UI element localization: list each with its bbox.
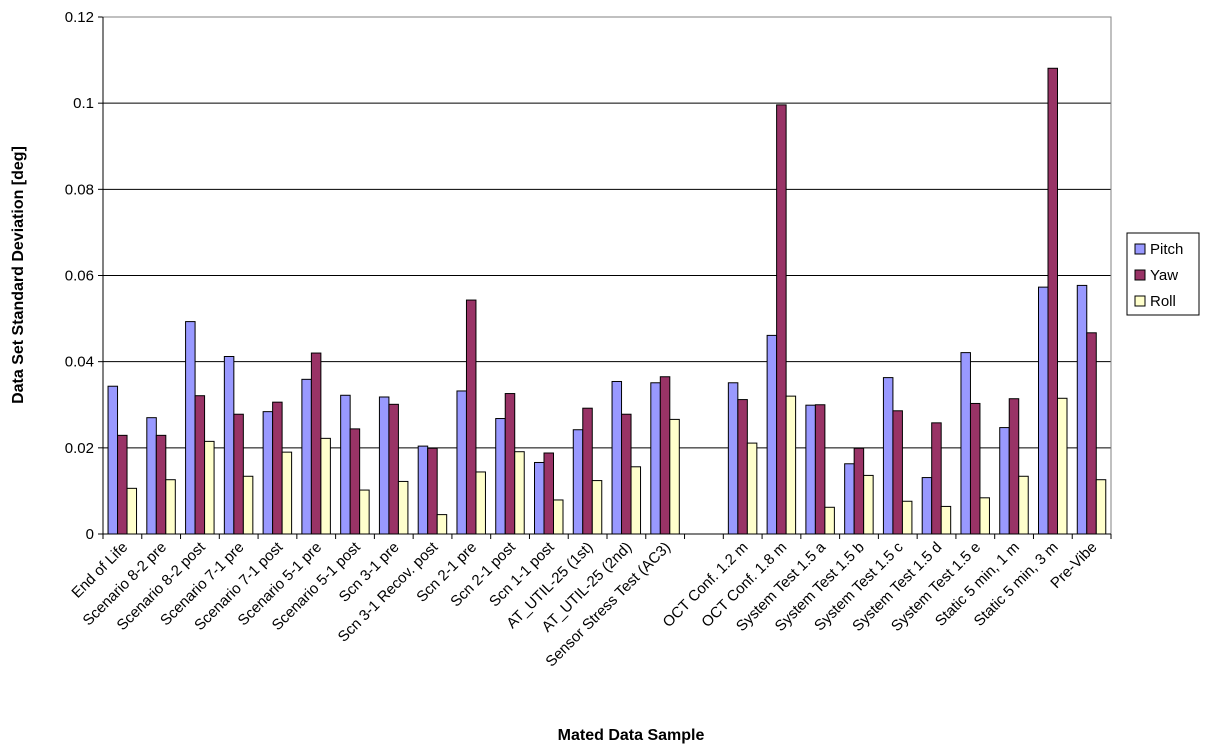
bar-pitch-system-test-1-5-a [805,404,816,535]
bar-yaw-scenario-5-1-post [349,428,361,535]
y-tick-label: 0.1 [73,95,94,112]
bar-roll-scenario-8-2-pre [165,479,176,535]
legend: Pitch Yaw Roll [1126,232,1200,316]
bar-roll-scenario-7-1-post [281,451,293,535]
y-tick-label: 0.12 [65,9,94,26]
bar-pitch-static-5-min-1-m [999,427,1010,535]
bar-pitch-end-of-life [107,385,119,535]
legend-swatch-yaw [1134,269,1146,281]
legend-label-yaw: Yaw [1150,267,1178,284]
bar-roll-system-test-1-5-b [863,474,874,535]
y-tick-label: 0 [86,526,94,543]
legend-label-roll: Roll [1150,293,1176,310]
bar-yaw-at-util-25-2nd [621,413,632,535]
bar-roll-system-test-1-5-c [901,500,913,535]
bar-roll-scn-3-1-pre [397,480,409,535]
bar-pitch-sensor-stress-test-ac3 [650,382,661,535]
bar-yaw-scn-3-1-recov-post [427,447,438,535]
bar-roll-scn-3-1-recov-post [436,514,448,535]
bar-roll-scn-2-1-pre [475,471,486,535]
bar-pitch-scenario-8-2-post [185,321,196,535]
bar-yaw-static-5-min-1-m [1008,398,1020,535]
bar-yaw-scenario-7-1-pre [233,413,244,535]
bar-pitch-scenario-7-1-post [262,411,274,535]
bar-roll-scn-2-1-post [514,451,525,535]
bar-yaw-system-test-1-5-d [931,422,942,535]
bar-pitch-scenario-8-2-pre [146,417,157,535]
bar-yaw-oct-conf-1-2-m [737,399,748,535]
bar-roll-scenario-7-1-pre [242,475,254,535]
bar-yaw-oct-conf-1-8-m [776,104,787,535]
bar-roll-scenario-8-2-post [204,440,215,535]
bar-yaw-system-test-1-5-c [892,410,903,535]
bar-yaw-scenario-8-2-pre [155,434,167,535]
bar-pitch-scenario-5-1-post [340,394,351,535]
y-tick-label: 0.06 [65,268,94,285]
bar-roll-static-5-min-1-m [1018,475,1029,535]
bar-pitch-at-util-25-2nd [611,380,623,535]
bar-pitch-at-util-25-1st [572,429,584,535]
bar-pitch-system-test-1-5-b [844,463,855,535]
bar-yaw-system-test-1-5-e [969,402,981,535]
axes [98,16,1112,539]
bar-roll-scenario-5-1-pre [320,437,331,535]
bar-yaw-scenario-8-2-post [194,395,206,535]
legend-swatch-roll [1134,295,1146,307]
bar-pitch-oct-conf-1-2-m [727,382,739,535]
bar-roll-at-util-25-2nd [630,466,642,535]
bar-roll-end-of-life [126,487,138,535]
bar-yaw-scn-1-1-post [543,452,554,535]
bar-roll-oct-conf-1-2-m [746,442,758,535]
bar-yaw-at-util-25-1st [582,407,593,535]
bar-pitch-oct-conf-1-8-m [766,334,778,535]
bar-roll-static-5-min-3-m [1056,397,1068,535]
bar-pitch-scenario-7-1-pre [223,355,235,535]
bar-pitch-pre-vibe [1076,284,1088,535]
bar-roll-scenario-5-1-post [359,489,370,535]
bar-roll-sensor-stress-test-ac3 [669,418,680,535]
bar-pitch-scn-1-1-post [534,461,545,535]
bar-yaw-pre-vibe [1086,332,1097,535]
bar-yaw-system-test-1-5-a [814,404,826,535]
bar-roll-pre-vibe [1095,479,1107,535]
bar-roll-system-test-1-5-d [940,505,952,535]
bar-pitch-scn-2-1-pre [456,390,467,535]
y-tick-labels: 0 0.02 0.04 0.06 0.08 0.1 0.12 [65,9,94,543]
bar-roll-system-test-1-5-e [979,497,990,535]
bar-pitch-system-test-1-5-c [882,377,894,535]
bar-pitch-scn-3-1-recov-post [417,445,429,535]
bar-roll-at-util-25-1st [591,480,603,535]
x-axis-title: Mated Data Sample [558,727,705,744]
bar-pitch-static-5-min-3-m [1038,286,1049,535]
bar-pitch-scn-3-1-pre [378,396,390,535]
bar-yaw-scenario-7-1-post [272,401,283,535]
bar-yaw-sensor-stress-test-ac3 [659,376,671,535]
y-tick-label: 0.08 [65,181,94,198]
bar-pitch-system-test-1-5-e [960,352,971,535]
bar-pitch-scn-2-1-post [495,418,506,535]
y-tick-label: 0.04 [65,354,94,371]
bar-yaw-system-test-1-5-b [853,447,865,535]
legend-swatch-pitch [1134,243,1146,255]
bar-yaw-static-5-min-3-m [1047,67,1058,535]
bar-pitch-scenario-5-1-pre [301,378,312,535]
bar-roll-scn-1-1-post [552,499,564,535]
bar-yaw-scenario-5-1-pre [310,352,322,535]
bar-pitch-system-test-1-5-d [921,477,933,535]
y-axis-title: Data Set Standard Deviation [deg] [10,146,27,404]
bar-yaw-scn-3-1-pre [388,403,399,535]
bar-yaw-scn-2-1-post [504,393,516,535]
bar-roll-oct-conf-1-8-m [785,395,797,535]
y-tick-label: 0.02 [65,440,94,457]
bar-yaw-end-of-life [117,434,128,535]
bar-yaw-scn-2-1-pre [465,299,477,535]
bar-roll-system-test-1-5-a [824,506,835,535]
legend-label-pitch: Pitch [1150,241,1183,258]
